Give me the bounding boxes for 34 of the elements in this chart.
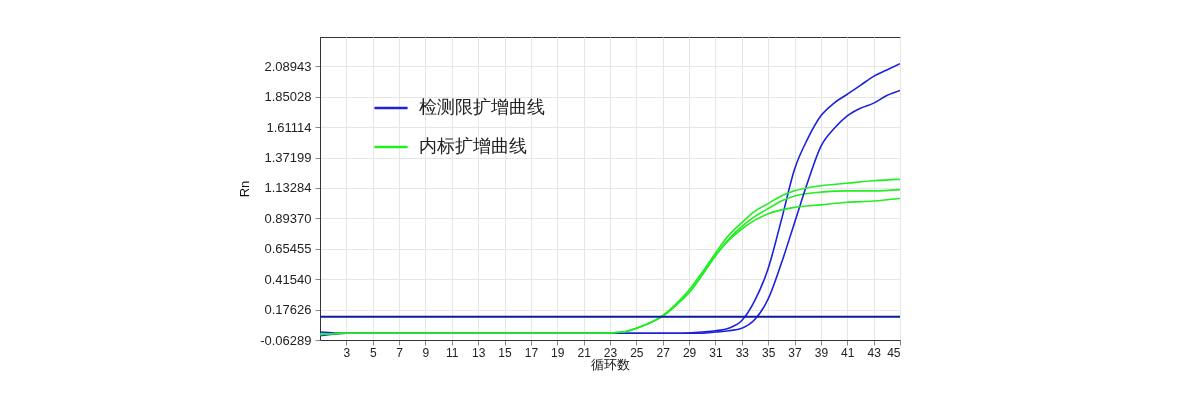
x-tick-label: 27 — [656, 345, 671, 360]
x-tick-label: 5 — [369, 345, 377, 360]
x-tick-label: 3 — [343, 345, 351, 360]
x-tick-label: 19 — [551, 345, 565, 360]
y-tick-label: 1.85028 — [264, 89, 312, 105]
y-tick-label: 1.61114 — [266, 119, 312, 135]
y-tick-label: 1.37199 — [264, 150, 312, 166]
x-tick-label: 45 — [887, 345, 901, 360]
x-tick-label: 29 — [682, 345, 697, 360]
y-tick-label: -0.06289 — [260, 332, 312, 348]
legend-label: 检测限扩增曲线 — [419, 97, 545, 117]
x-tick-label: 11 — [446, 345, 459, 360]
legend-label: 内标扩增曲线 — [419, 136, 527, 156]
y-tick-label: 2.08943 — [264, 58, 312, 74]
x-tick-label: 31 — [709, 345, 723, 360]
x-tick-label: 7 — [396, 345, 404, 360]
x-tick-label: 15 — [498, 345, 513, 360]
x-tick-label: 39 — [814, 345, 829, 360]
x-tick-label: 37 — [788, 345, 803, 360]
x-tick-label: 35 — [762, 345, 776, 360]
x-tick-label: 41 — [841, 345, 855, 360]
x-tick-label: 21 — [577, 345, 592, 360]
x-tick-label: 43 — [867, 345, 882, 360]
y-tick-label: 0.17626 — [264, 302, 312, 318]
y-axis-title: Rn — [237, 180, 253, 198]
x-tick-label: 33 — [735, 345, 750, 360]
x-tick-label: 25 — [630, 345, 644, 360]
y-tick-label: 0.89370 — [264, 210, 312, 226]
y-tick-label: 0.65455 — [264, 241, 312, 257]
y-tick-label: 0.41540 — [264, 271, 312, 287]
x-tick-label: 13 — [472, 345, 486, 360]
y-tick-label: 1.13284 — [264, 180, 312, 196]
x-tick-label: 17 — [524, 345, 539, 360]
x-tick-label: 9 — [422, 345, 430, 360]
